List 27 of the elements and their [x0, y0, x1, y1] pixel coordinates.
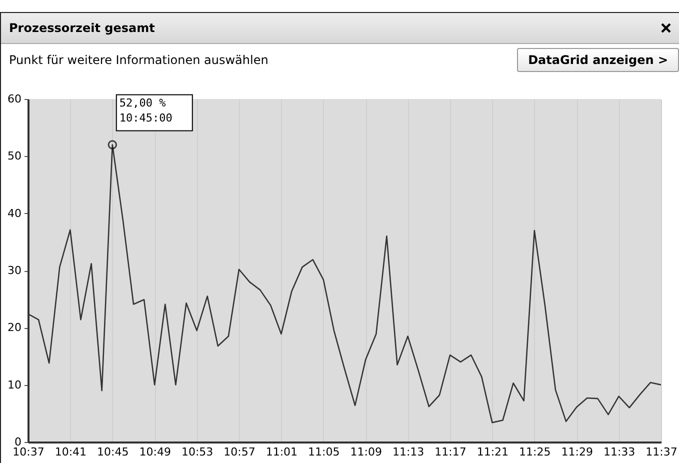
x-tick-label: 11:09 [350, 446, 382, 458]
x-tick-label: 11:13 [392, 446, 424, 458]
x-tick-label: 11:29 [561, 446, 593, 458]
x-tick-label: 11:17 [434, 446, 466, 458]
y-tick-label: 30 [8, 264, 22, 277]
x-tick-label: 10:37 [12, 446, 44, 458]
text: DataGrid anzeigen > [517, 48, 679, 72]
x-tick-label: 10:45 [97, 446, 129, 458]
x-tick-label: 11:05 [308, 446, 340, 458]
y-tick-label: 20 [8, 321, 22, 334]
chart-title: Prozessorzeit gesamt [9, 21, 155, 35]
y-tick-label: 10 [8, 378, 22, 392]
y-tick-label: 40 [8, 206, 22, 220]
x-tick-label: 10:41 [54, 446, 87, 458]
x-tick-label: 10:49 [139, 446, 171, 458]
x-tick-label: 11:01 [266, 446, 298, 458]
y-tick-label: 50 [8, 150, 22, 163]
x-tick-label: 10:53 [181, 446, 214, 458]
chart-subtitle: Punkt für weitere Informationen auswählen [9, 53, 268, 67]
y-tick-label: 0 [14, 436, 22, 448]
x-tick-label: 11:33 [603, 446, 636, 458]
annotation: 52,00 % 10:45:00 [119, 96, 172, 125]
x-tick-label: 10:57 [224, 446, 256, 458]
x-tick-label: 11:25 [519, 446, 551, 458]
y-tick-label: 60 [8, 92, 22, 106]
x-tick-label: 11:37 [646, 446, 678, 458]
x-tick-label: 11:21 [476, 446, 509, 458]
